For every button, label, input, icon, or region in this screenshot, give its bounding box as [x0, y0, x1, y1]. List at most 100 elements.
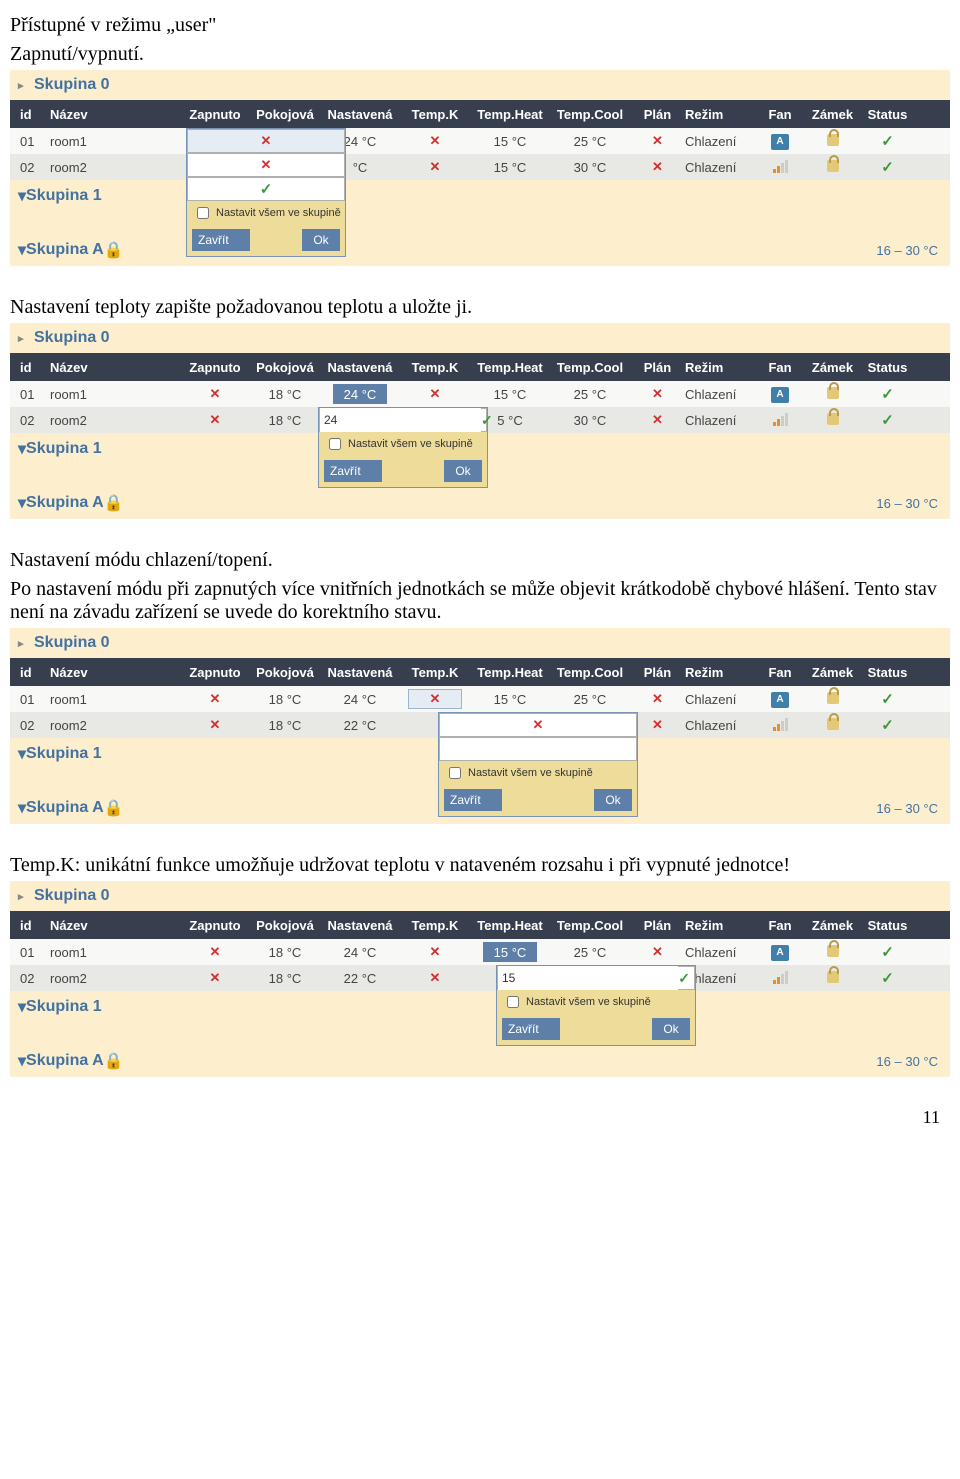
- cell-tk[interactable]: ✕: [400, 944, 470, 960]
- temp-input[interactable]: [320, 408, 481, 432]
- cell-on[interactable]: ✕: [180, 970, 250, 986]
- set-all-checkbox[interactable]: [329, 438, 341, 450]
- cell-th[interactable]: 15 °C: [470, 692, 550, 707]
- cell-lock[interactable]: [805, 134, 860, 149]
- cell-fan[interactable]: [755, 717, 805, 734]
- cell-fan[interactable]: A: [755, 132, 805, 150]
- cell-tc[interactable]: 25 °C: [550, 134, 630, 149]
- cell-tc[interactable]: 25 °C: [550, 387, 630, 402]
- cell-th[interactable]: 15 °C: [470, 160, 550, 175]
- cell-fan[interactable]: [755, 412, 805, 429]
- cell-tk[interactable]: ✕: [400, 159, 470, 175]
- cell-plan[interactable]: ✕: [630, 133, 685, 149]
- cell-lock[interactable]: [805, 160, 860, 175]
- cell-tc[interactable]: 30 °C: [550, 413, 630, 428]
- cell-lock[interactable]: [805, 971, 860, 986]
- cell-tc[interactable]: 25 °C: [550, 692, 630, 707]
- ok-button[interactable]: Ok: [302, 229, 340, 251]
- cell-on[interactable]: ✕: [180, 691, 250, 707]
- group-0-header[interactable]: ▸ Skupina 0: [10, 628, 950, 658]
- temp-input[interactable]: [498, 966, 678, 990]
- cell-on[interactable]: ✕: [180, 717, 250, 733]
- table-row[interactable]: 01 room1 ✕ 18 °C 24 °C ✕ 15 °C 25 °C ✕ C…: [10, 128, 950, 154]
- group-a-row: ▾ Skupina A 🔒 16 – 30 °C: [10, 234, 950, 266]
- close-button[interactable]: Zavřít: [192, 229, 250, 251]
- cell-fan[interactable]: A: [755, 943, 805, 961]
- group-a-header[interactable]: ▾ Skupina A 🔒: [10, 487, 876, 519]
- close-button[interactable]: Zavřít: [502, 1018, 560, 1040]
- cell-lock[interactable]: [805, 692, 860, 707]
- table-row[interactable]: 02 room2 ✕ 18 °C 22 °C 30 °C ✕ Chlazení …: [10, 712, 950, 738]
- cell-mode[interactable]: Chlazení: [685, 387, 755, 402]
- group-1-header[interactable]: ▾ Skupina 1: [10, 991, 950, 1023]
- popup-set-all[interactable]: Nastavit všem ve skupině: [187, 201, 345, 225]
- cell-on[interactable]: ✕: [180, 412, 250, 428]
- table-row[interactable]: 02 room2 ✕ 18 °C 22 °C ✕ Chlazení ✓ ✓ Na…: [10, 965, 950, 991]
- table-row[interactable]: 02 room2 ✕ 18 °C 5 °C 30 °C ✕ Chlazení ✓…: [10, 407, 950, 433]
- cell-on[interactable]: ✕: [180, 386, 250, 402]
- ok-button[interactable]: Ok: [444, 460, 482, 482]
- table-row[interactable]: 01 room1 ✕ 18 °C 24 °C ✕ 15 °C 25 °C ✕ C…: [10, 381, 950, 407]
- set-all-checkbox[interactable]: [197, 207, 209, 219]
- popup-set-all[interactable]: Nastavit všem ve skupině: [497, 990, 695, 1014]
- cell-tk[interactable]: ✕: [400, 689, 470, 709]
- cell-th[interactable]: 15 °C: [470, 134, 550, 149]
- cell-set[interactable]: 22 °C: [320, 971, 400, 986]
- cell-lock[interactable]: [805, 945, 860, 960]
- cell-tc[interactable]: 30 °C: [550, 160, 630, 175]
- cell-plan[interactable]: ✕: [630, 717, 685, 733]
- cell-fan[interactable]: [755, 159, 805, 176]
- cell-tk[interactable]: ✕: [400, 133, 470, 149]
- group-1-label: Skupina 1: [26, 187, 102, 205]
- cell-plan[interactable]: ✕: [630, 159, 685, 175]
- cell-tk[interactable]: ✕: [400, 970, 470, 986]
- table-row[interactable]: 01 room1 ✕ 18 °C 24 °C ✕ 15 °C 25 °C ✕ C…: [10, 686, 950, 712]
- group-1-header[interactable]: ▾ Skupina 1: [10, 180, 950, 212]
- set-all-checkbox[interactable]: [449, 767, 461, 779]
- cell-plan[interactable]: ✕: [630, 386, 685, 402]
- cell-plan[interactable]: ✕: [630, 691, 685, 707]
- cell-lock[interactable]: [805, 387, 860, 402]
- cell-mode[interactable]: Chlazení: [685, 160, 755, 175]
- cell-th[interactable]: 15 °C: [470, 942, 550, 962]
- cell-lock[interactable]: [805, 718, 860, 733]
- cell-plan[interactable]: ✕: [630, 412, 685, 428]
- cell-on[interactable]: ✕: [180, 944, 250, 960]
- cell-mode[interactable]: Chlazení: [685, 134, 755, 149]
- group-0-header[interactable]: ▸ Skupina 0: [10, 881, 950, 911]
- ok-button[interactable]: Ok: [594, 789, 632, 811]
- cell-plan[interactable]: ✕: [630, 944, 685, 960]
- close-button[interactable]: Zavřít: [444, 789, 502, 811]
- table-row[interactable]: 02 room2 °C °C ✕ 15 °C 30 °C ✕ Chlazení …: [10, 154, 950, 180]
- popup-option-off-2[interactable]: ✕: [187, 153, 345, 177]
- popup-option-empty[interactable]: [439, 737, 637, 761]
- ok-button[interactable]: Ok: [652, 1018, 690, 1040]
- group-0-header[interactable]: ▸ Skupina 0: [10, 323, 950, 353]
- cell-th[interactable]: 15 °C: [470, 387, 550, 402]
- group-0-header[interactable]: ▸ Skupina 0: [10, 70, 950, 100]
- cell-mode[interactable]: Chlazení: [685, 413, 755, 428]
- cell-set[interactable]: 24 °C: [320, 384, 400, 404]
- set-all-checkbox[interactable]: [507, 996, 519, 1008]
- popup-set-all[interactable]: Nastavit všem ve skupině: [319, 432, 487, 456]
- cell-fan[interactable]: [755, 970, 805, 987]
- popup-set-all[interactable]: Nastavit všem ve skupině: [439, 761, 637, 785]
- cell-lock[interactable]: [805, 413, 860, 428]
- cell-set[interactable]: 24 °C: [320, 945, 400, 960]
- group-a-header[interactable]: ▾ Skupina A 🔒: [10, 234, 876, 266]
- popup-option-on[interactable]: ✓: [187, 177, 345, 201]
- group-a-header[interactable]: ▾ Skupina A 🔒: [10, 1045, 876, 1077]
- cell-mode[interactable]: Chlazení: [685, 945, 755, 960]
- close-button[interactable]: Zavřít: [324, 460, 382, 482]
- popup-option-off[interactable]: ✕: [439, 713, 637, 737]
- cell-tk[interactable]: ✕: [400, 386, 470, 402]
- cell-set[interactable]: 24 °C: [320, 692, 400, 707]
- cell-mode[interactable]: Chlazení: [685, 692, 755, 707]
- cell-tc[interactable]: 25 °C: [550, 945, 630, 960]
- cell-set[interactable]: 22 °C: [320, 718, 400, 733]
- cell-mode[interactable]: Chlazení: [685, 718, 755, 733]
- cell-fan[interactable]: A: [755, 690, 805, 708]
- table-row[interactable]: 01 room1 ✕ 18 °C 24 °C ✕ 15 °C 25 °C ✕ C…: [10, 939, 950, 965]
- popup-option-off[interactable]: ✕: [187, 129, 345, 153]
- cell-fan[interactable]: A: [755, 385, 805, 403]
